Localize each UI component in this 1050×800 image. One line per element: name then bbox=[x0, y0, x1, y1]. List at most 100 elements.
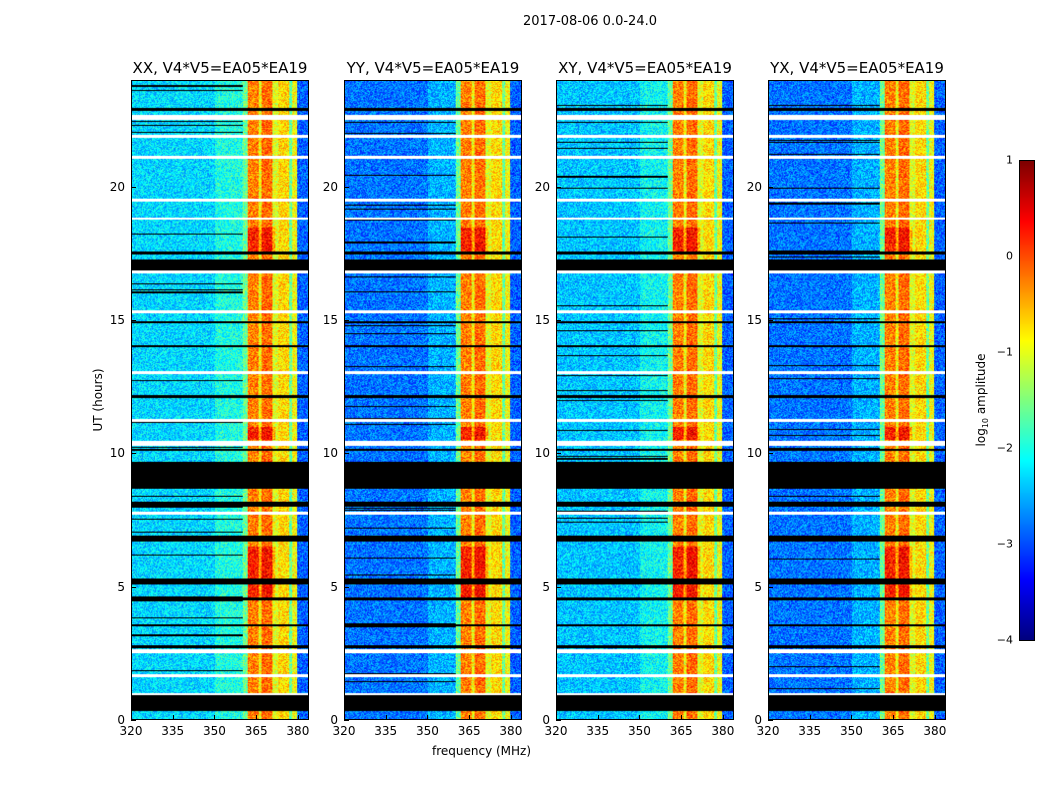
y-tick-mark bbox=[768, 586, 773, 588]
y-axis-label: UT (hours) bbox=[91, 368, 105, 432]
colorbar-tick-label: −1 bbox=[996, 345, 1013, 359]
heatmap-panel-xx bbox=[131, 80, 309, 720]
x-tick-label: 350 bbox=[627, 724, 651, 738]
y-tick-label: 0 bbox=[754, 713, 762, 727]
heatmap-panel-yx bbox=[768, 80, 946, 720]
y-tick-label: 5 bbox=[754, 579, 762, 594]
x-tick-mark bbox=[469, 715, 471, 720]
x-tick-mark bbox=[131, 715, 132, 720]
y-tick-mark bbox=[556, 586, 561, 588]
y-tick-label: 15 bbox=[746, 313, 762, 327]
x-tick-mark bbox=[722, 715, 724, 720]
x-tick-label: 350 bbox=[202, 724, 226, 738]
panel-title: XY, V4*V5=EA05*EA19 bbox=[558, 59, 732, 77]
y-tick-mark bbox=[344, 186, 349, 188]
colorbar-tick-label: 1 bbox=[1006, 153, 1013, 167]
x-tick-label: 380 bbox=[711, 724, 735, 738]
y-tick-mark bbox=[131, 720, 136, 721]
panel-title: XX, V4*V5=EA05*EA19 bbox=[132, 59, 308, 77]
y-tick-mark bbox=[344, 320, 349, 321]
x-tick-label: 365 bbox=[457, 724, 481, 738]
panel-title: YX, V4*V5=EA05*EA19 bbox=[770, 59, 944, 77]
x-tick-mark bbox=[809, 715, 811, 720]
panel-title: YY, V4*V5=EA05*EA19 bbox=[346, 59, 520, 77]
y-tick-mark bbox=[768, 186, 773, 188]
heatmap-panel-xy bbox=[556, 80, 734, 720]
x-tick-mark bbox=[214, 715, 216, 720]
colorbar-tick-label: 0 bbox=[1006, 249, 1013, 263]
colorbar-tick-label: −4 bbox=[996, 633, 1013, 647]
x-tick-mark bbox=[344, 715, 345, 720]
y-tick-label: 15 bbox=[534, 313, 550, 327]
figure-title: 2017-08-06 0.0-24.0 bbox=[523, 14, 657, 29]
y-tick-label: 20 bbox=[322, 179, 338, 194]
y-tick-mark bbox=[768, 320, 773, 321]
x-tick-label: 350 bbox=[415, 724, 439, 738]
y-tick-mark bbox=[768, 720, 773, 721]
y-tick-mark bbox=[556, 453, 561, 455]
x-tick-mark bbox=[385, 715, 387, 720]
y-tick-label: 0 bbox=[117, 713, 125, 727]
x-tick-mark bbox=[934, 715, 936, 720]
x-tick-label: 335 bbox=[586, 724, 610, 738]
x-tick-label: 320 bbox=[332, 724, 356, 738]
colorbar-tick-label: −3 bbox=[996, 537, 1013, 551]
y-tick-mark bbox=[131, 186, 136, 188]
x-tick-label: 365 bbox=[881, 724, 905, 738]
y-tick-mark bbox=[556, 320, 561, 321]
x-tick-mark bbox=[768, 715, 769, 720]
x-tick-mark bbox=[256, 715, 258, 720]
y-tick-label: 10 bbox=[746, 446, 762, 461]
x-tick-label: 365 bbox=[244, 724, 268, 738]
y-tick-label: 5 bbox=[330, 579, 338, 594]
colorbar bbox=[1019, 160, 1035, 641]
y-tick-mark bbox=[344, 586, 349, 588]
y-tick-label: 15 bbox=[109, 313, 125, 327]
y-tick-label: 0 bbox=[542, 713, 550, 727]
y-tick-mark bbox=[556, 186, 561, 188]
y-tick-mark bbox=[131, 320, 136, 321]
y-tick-label: 20 bbox=[109, 179, 125, 194]
y-tick-label: 5 bbox=[542, 579, 550, 594]
x-tick-label: 365 bbox=[669, 724, 693, 738]
y-tick-label: 20 bbox=[746, 179, 762, 194]
y-tick-label: 10 bbox=[534, 446, 550, 461]
heatmap-panel-yy bbox=[344, 80, 522, 720]
y-tick-mark bbox=[131, 453, 136, 455]
y-tick-label: 10 bbox=[109, 446, 125, 461]
x-tick-mark bbox=[893, 715, 895, 720]
x-tick-mark bbox=[172, 715, 174, 720]
colorbar-tick-label: −2 bbox=[996, 441, 1013, 455]
x-tick-mark bbox=[427, 715, 429, 720]
x-tick-mark bbox=[851, 715, 853, 720]
x-tick-mark bbox=[681, 715, 683, 720]
x-tick-label: 320 bbox=[544, 724, 568, 738]
x-tick-mark bbox=[639, 715, 641, 720]
x-tick-label: 380 bbox=[923, 724, 947, 738]
x-axis-label: frequency (MHz) bbox=[432, 744, 532, 758]
y-tick-label: 10 bbox=[322, 446, 338, 461]
x-tick-label: 335 bbox=[161, 724, 185, 738]
x-tick-label: 320 bbox=[119, 724, 143, 738]
x-tick-label: 380 bbox=[499, 724, 523, 738]
x-tick-mark bbox=[510, 715, 512, 720]
colorbar-label: log10 amplitude bbox=[973, 353, 991, 447]
y-tick-mark bbox=[768, 453, 773, 455]
x-tick-label: 350 bbox=[839, 724, 863, 738]
y-tick-label: 15 bbox=[322, 313, 338, 327]
x-tick-label: 335 bbox=[374, 724, 398, 738]
y-tick-mark bbox=[556, 720, 561, 721]
y-tick-label: 20 bbox=[534, 179, 550, 194]
x-tick-mark bbox=[297, 715, 299, 720]
x-tick-mark bbox=[556, 715, 557, 720]
y-tick-mark bbox=[344, 720, 349, 721]
x-tick-label: 320 bbox=[756, 724, 780, 738]
y-tick-label: 0 bbox=[330, 713, 338, 727]
y-tick-label: 5 bbox=[117, 579, 125, 594]
y-tick-mark bbox=[344, 453, 349, 455]
x-tick-label: 335 bbox=[798, 724, 822, 738]
x-tick-label: 380 bbox=[286, 724, 310, 738]
y-tick-mark bbox=[131, 586, 136, 588]
x-tick-mark bbox=[597, 715, 599, 720]
